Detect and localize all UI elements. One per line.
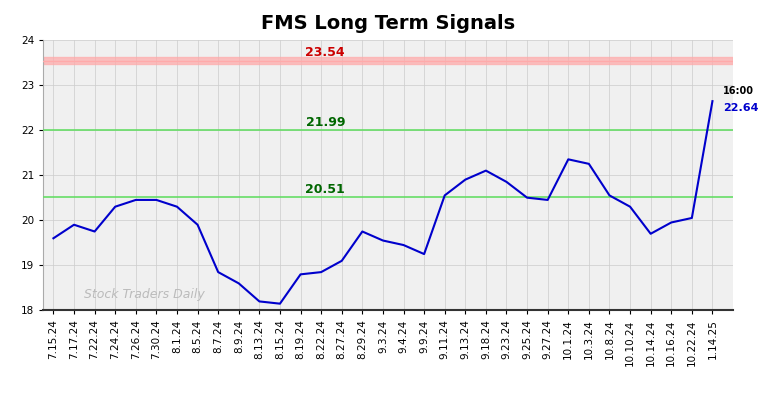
Text: 21.99: 21.99 (306, 116, 345, 129)
Title: FMS Long Term Signals: FMS Long Term Signals (261, 14, 515, 33)
Text: 22.64: 22.64 (723, 103, 758, 113)
Bar (43, 57, 733, 64)
Text: 23.54: 23.54 (306, 46, 345, 59)
Text: 16:00: 16:00 (723, 86, 753, 96)
Text: 20.51: 20.51 (306, 183, 345, 196)
Text: Stock Traders Daily: Stock Traders Daily (85, 289, 205, 301)
